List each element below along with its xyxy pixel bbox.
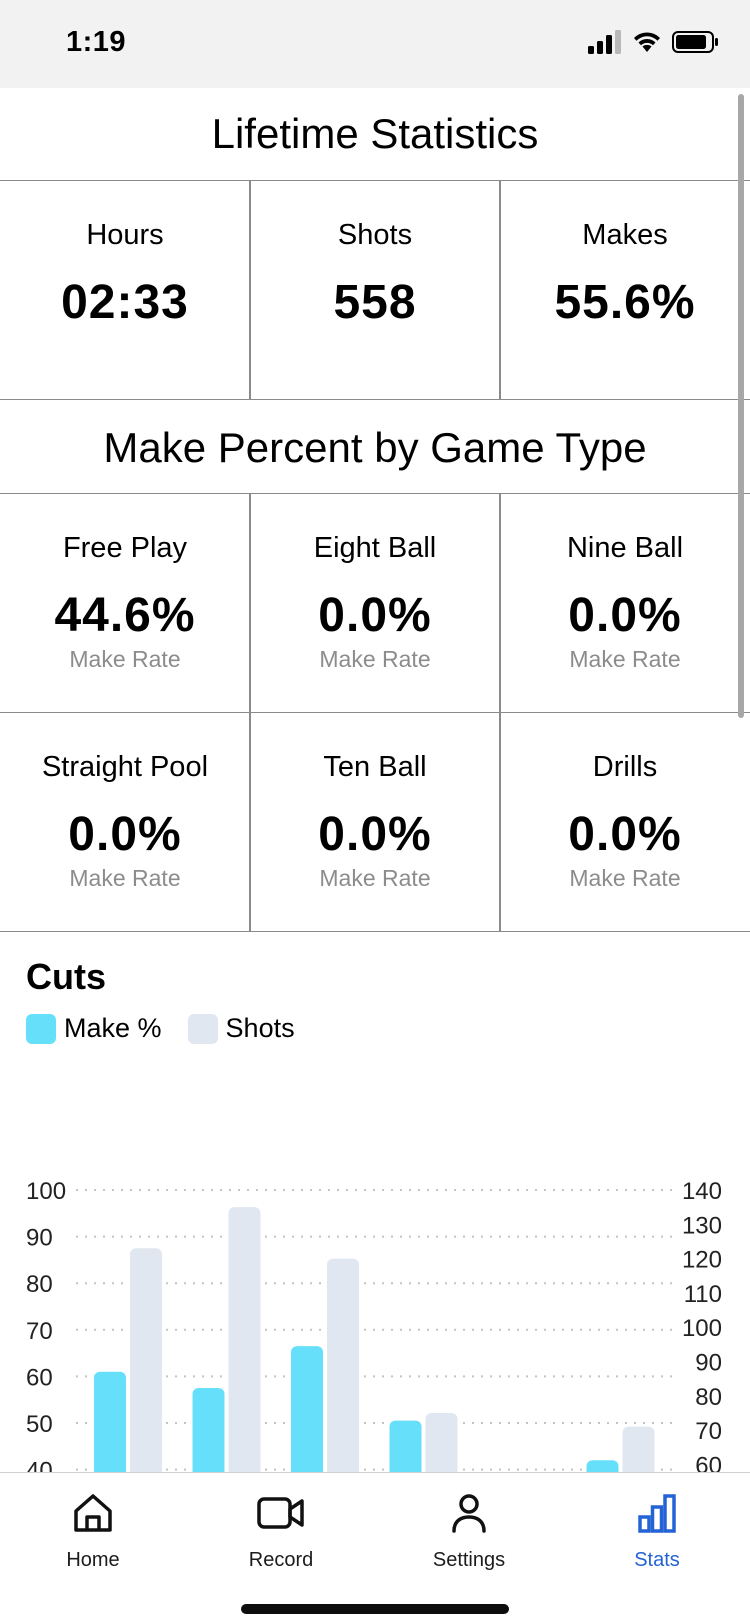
y-left-tick-label: 60 (26, 1364, 53, 1391)
home-indicator (241, 1604, 509, 1614)
bar-shots (228, 1207, 261, 1472)
legend-label: Make % (64, 1013, 162, 1043)
game-type-label: Ten Ball (323, 750, 427, 783)
make-rate-label: Make Rate (319, 864, 431, 891)
y-right-tick-label: 70 (695, 1418, 722, 1445)
tab-stats[interactable]: Stats (582, 1473, 732, 1583)
y-left-tick-label: 90 (26, 1225, 53, 1252)
y-right-tick-label: 100 (682, 1315, 722, 1342)
tab-record[interactable]: Record (206, 1473, 356, 1583)
y-left-tick-label: 100 (26, 1178, 66, 1205)
bar-make-percent (586, 1460, 619, 1472)
game-type-eight-ball: Eight Ball 0.0% Make Rate (249, 493, 501, 714)
status-bar: 1:19 (0, 0, 750, 88)
chart-legend: Make % Shots (26, 1013, 321, 1044)
bar-make-percent (291, 1346, 323, 1472)
game-type-label: Nine Ball (566, 532, 684, 565)
stat-label: Shots (337, 219, 413, 252)
stat-shots: Shots 558 (249, 180, 501, 401)
stat-label: Hours (86, 219, 164, 252)
game-type-value: 0.0% (68, 807, 182, 861)
make-rate-label: Make Rate (319, 646, 431, 673)
cuts-bar-chart: 1009080706050403014013012011010090807060… (26, 1178, 722, 1472)
make-rate-label: Make Rate (69, 864, 181, 891)
tab-label: Home (66, 1549, 120, 1571)
bar-make-percent (192, 1388, 225, 1472)
y-right-tick-label: 90 (695, 1350, 722, 1377)
stat-value: 55.6% (554, 276, 696, 330)
wifi-icon (634, 32, 660, 52)
game-type-title: Make Percent by Game Type (103, 424, 647, 471)
game-type-value: 0.0% (318, 807, 432, 861)
y-right-tick-label: 80 (695, 1384, 722, 1411)
legend-label: Shots (225, 1013, 295, 1043)
game-type-label: Eight Ball (313, 532, 437, 565)
y-right-tick-label: 140 (682, 1178, 722, 1205)
stat-label: Makes (582, 219, 668, 252)
stats-content[interactable]: Lifetime Statistics Hours 02:33 Shots 55… (0, 88, 750, 1472)
lifetime-stats-grid: Hours 02:33 Shots 558 Makes 55.6% (0, 180, 750, 401)
scroll-indicator (738, 94, 744, 718)
lifetime-statistics-title: Lifetime Statistics (211, 110, 539, 157)
bar-shots (425, 1412, 458, 1472)
bar-shots (130, 1248, 162, 1472)
tab-label: Settings (432, 1549, 506, 1571)
bar-make-percent (389, 1420, 422, 1472)
y-right-tick-label: 130 (682, 1212, 722, 1239)
tab-settings[interactable]: Settings (394, 1473, 544, 1583)
y-right-tick-label: 110 (684, 1281, 722, 1308)
game-type-value: 0.0% (318, 589, 432, 643)
y-left-tick-label: 50 (26, 1411, 53, 1438)
game-type-free-play: Free Play 44.6% Make Rate (0, 493, 251, 714)
battery-icon (672, 31, 718, 53)
make-rate-label: Make Rate (69, 646, 181, 673)
legend-swatch (187, 1013, 218, 1044)
tab-label: Stats (634, 1549, 680, 1571)
y-left-tick-label: 80 (26, 1271, 53, 1298)
video-camera-icon (257, 1497, 304, 1529)
stat-makes: Makes 55.6% (499, 180, 750, 401)
tab-bar: Home Record Settings Stats (0, 1472, 750, 1624)
game-type-nine-ball: Nine Ball 0.0% Make Rate (499, 493, 750, 714)
bar-shots (622, 1426, 655, 1472)
legend-item-make-percent: Make % (26, 1013, 162, 1044)
status-time: 1:19 (66, 26, 127, 58)
y-right-tick-label: 60 (695, 1452, 722, 1472)
bar-chart-icon (638, 1494, 676, 1533)
game-type-label: Straight Pool (41, 750, 209, 783)
game-type-drills: Drills 0.0% Make Rate (499, 711, 750, 932)
game-type-straight-pool: Straight Pool 0.0% Make Rate (0, 711, 251, 932)
game-type-value: 0.0% (568, 807, 682, 861)
game-type-label: Free Play (62, 532, 188, 565)
y-left-tick-label: 70 (26, 1318, 53, 1345)
tab-label: Record (248, 1549, 314, 1571)
game-type-grid: Free Play 44.6% Make Rate Eight Ball 0.0… (0, 493, 750, 932)
game-type-ten-ball: Ten Ball 0.0% Make Rate (249, 711, 501, 932)
make-rate-label: Make Rate (569, 864, 681, 891)
stat-value: 02:33 (61, 276, 189, 330)
game-type-label: Drills (592, 750, 658, 783)
stat-value: 558 (333, 276, 417, 330)
person-icon (452, 1494, 486, 1533)
stat-hours: Hours 02:33 (0, 180, 251, 401)
house-icon (74, 1494, 112, 1532)
y-left-tick-label: 40 (26, 1458, 53, 1472)
bar-make-percent (94, 1371, 126, 1472)
tab-home[interactable]: Home (18, 1473, 168, 1583)
y-right-tick-label: 120 (682, 1247, 722, 1274)
cellular-signal-icon (588, 30, 621, 54)
status-icons (588, 30, 720, 54)
game-type-value: 44.6% (54, 589, 196, 643)
legend-swatch (26, 1013, 56, 1044)
make-rate-label: Make Rate (569, 646, 681, 673)
legend-item-shots: Shots (187, 1013, 295, 1044)
cuts-chart-title: Cuts (26, 956, 106, 997)
game-type-value: 0.0% (568, 589, 682, 643)
bar-shots (327, 1258, 359, 1472)
